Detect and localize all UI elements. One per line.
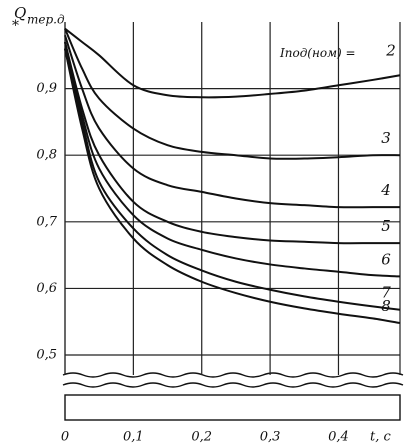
x-tick-label: 0,3: [260, 430, 281, 445]
x-tick-label: 0: [61, 430, 69, 445]
y-tick-label: 0,7: [36, 214, 57, 229]
y-label-mark: *: [12, 18, 19, 34]
y-label-main: Q: [14, 4, 26, 22]
x-tick-label: 0,4: [328, 430, 349, 445]
annotation: Iпод(ном) =: [279, 46, 356, 60]
curve: [64, 41, 401, 278]
curve: [64, 48, 401, 325]
y-tick-label: 0,6: [36, 281, 57, 296]
curve-label: 6: [381, 250, 391, 268]
curve: [64, 41, 400, 245]
x-tick-label: 0,2: [191, 430, 212, 445]
curve: [64, 28, 401, 160]
axis-break: [62, 372, 404, 378]
curve-label: 7: [381, 284, 391, 302]
curve-label: 8: [381, 297, 391, 315]
x-label: t, c: [370, 430, 391, 445]
curve-label: 3: [381, 129, 391, 147]
y-tick-label: 0,5: [36, 348, 57, 363]
y-label-sub: тер.д: [27, 13, 65, 27]
curve: [64, 48, 401, 311]
curve: [64, 27, 401, 99]
curve: [64, 35, 400, 209]
curve-label: 2: [385, 41, 396, 59]
y-tick-label: 0,9: [36, 81, 57, 96]
curve-label: 4: [380, 181, 391, 199]
curve-label: 5: [381, 217, 391, 235]
axis-strip: [64, 394, 401, 421]
y-tick-label: 0,8: [36, 148, 57, 163]
axis-break: [62, 382, 404, 388]
x-tick-label: 0,1: [123, 430, 144, 445]
